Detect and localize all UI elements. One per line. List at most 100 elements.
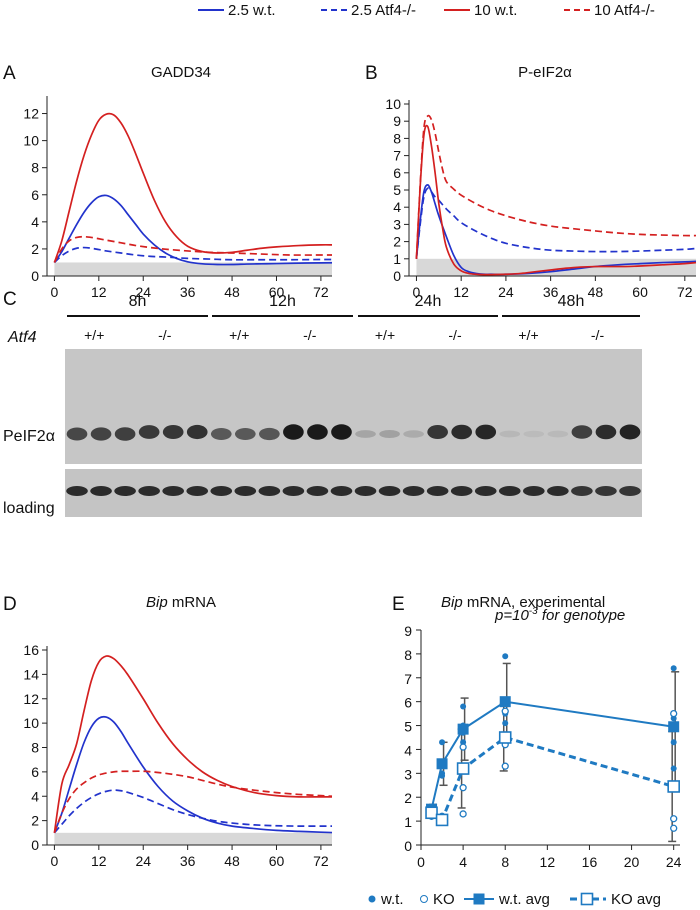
panel-letter-b: B <box>365 63 378 84</box>
ko-point <box>670 815 678 823</box>
x-tick-label: 8 <box>501 854 509 870</box>
peif2a-band <box>571 425 593 439</box>
x-tick-label: 60 <box>632 284 648 300</box>
wt-point <box>439 739 446 746</box>
x-tick-label: 12 <box>91 853 107 869</box>
peif2a-band <box>379 430 400 438</box>
y-tick-label: 4 <box>404 742 412 758</box>
chart-title: Bip mRNA <box>146 594 216 611</box>
x-tick-label: 24 <box>135 284 151 300</box>
x-tick-label: 36 <box>180 284 196 300</box>
ko-point <box>459 743 467 751</box>
ko-point <box>501 707 509 715</box>
loading-band <box>426 486 449 496</box>
x-tick-label: 60 <box>269 284 285 300</box>
x-tick-label: 36 <box>180 853 196 869</box>
x-tick-label: 0 <box>417 854 425 870</box>
genotype-label: +/+ <box>518 327 538 343</box>
series-2-5-w-t <box>53 715 333 834</box>
series-10-w-t <box>415 124 697 276</box>
loading-band <box>402 486 425 496</box>
y-tick-label: 4 <box>31 788 39 804</box>
timepoint-label-48h: 48h <box>558 293 585 310</box>
legend-ko-label: KO <box>433 891 455 908</box>
y-tick-label: 6 <box>393 165 401 181</box>
wt-point <box>670 665 677 672</box>
timepoint-label-24h: 24h <box>415 293 442 310</box>
y-tick-label: 0 <box>31 268 39 284</box>
loading-band <box>522 486 545 496</box>
genotype-label: +/+ <box>229 327 249 343</box>
x-tick-label: 48 <box>224 284 240 300</box>
series-2-5-w-t <box>53 194 333 266</box>
x-tick-label: 0 <box>413 284 421 300</box>
wt-point <box>670 739 677 746</box>
panel-c-western-blot: 8h +/+ -/- 12h +/+ -/- 24h +/+ -/- 48h +/+ -/- Atf4 P… <box>3 293 642 517</box>
genotype-label: +/+ <box>84 327 104 343</box>
ko-avg-marker <box>498 731 512 744</box>
timepoint-label-12h: 12h <box>269 293 296 310</box>
series-2-5-atf4 <box>415 187 697 259</box>
x-tick-label: 72 <box>313 853 329 869</box>
peif2a-band <box>475 424 497 440</box>
panel-letter-e: E <box>392 594 405 615</box>
x-tick-label: 16 <box>582 854 598 870</box>
peif2a-band <box>259 427 280 441</box>
peif2a-band <box>619 424 641 440</box>
timepoint-label-8h: 8h <box>129 293 147 310</box>
blot-loading-background <box>65 469 642 517</box>
y-tick-label: 0 <box>404 838 412 854</box>
ko-avg-marker <box>456 762 470 775</box>
peif2a-row-label: PeIF2α <box>3 428 55 445</box>
wt-point <box>502 653 509 660</box>
loading-band <box>450 486 473 496</box>
peif2a-band <box>427 425 448 439</box>
baseline-band <box>416 258 696 276</box>
chart-title: P-eIF2α <box>518 64 572 81</box>
series-10-atf4 <box>415 114 697 259</box>
genotype-label: -/- <box>591 327 605 343</box>
y-tick-label: 8 <box>31 740 39 756</box>
y-tick-label: 5 <box>393 182 401 198</box>
x-tick-label: 48 <box>588 284 604 300</box>
legend-wt-avg-label: w.t. avg <box>498 891 550 908</box>
loading-band <box>162 486 185 496</box>
y-tick-label: 9 <box>393 113 401 129</box>
atf4-row-label: Atf4 <box>7 329 37 346</box>
ko-avg-marker <box>667 780 680 793</box>
x-tick-label: 20 <box>624 854 640 870</box>
y-tick-label: 10 <box>23 133 39 149</box>
loading-band <box>306 486 329 496</box>
loading-band <box>282 486 305 496</box>
legend-wt-label: w.t. <box>380 891 404 908</box>
genotype-label: -/- <box>158 327 172 343</box>
wt-point <box>460 703 467 710</box>
legend-label-10-w-t: 10 w.t. <box>474 2 517 19</box>
y-tick-label: 4 <box>393 199 401 215</box>
peif2a-band <box>114 427 136 441</box>
peif2a-band <box>66 427 88 441</box>
panel-letter-d: D <box>3 594 17 615</box>
y-tick-label: 8 <box>393 130 401 146</box>
wt-avg-marker <box>436 758 448 770</box>
loading-band <box>90 486 112 496</box>
peif2a-band <box>523 430 545 438</box>
genotype-label: -/- <box>448 327 462 343</box>
panel-e-legend: w.t. KO w.t. avg KO avg <box>368 891 661 908</box>
wt-point <box>502 720 509 727</box>
series-10-atf4 <box>53 770 333 834</box>
y-tick-label: 10 <box>23 715 39 731</box>
legend-ko-marker <box>420 895 428 903</box>
y-tick-label: 12 <box>23 106 39 122</box>
wt-point <box>670 765 677 772</box>
legend-wt-avg-marker <box>473 893 485 905</box>
loading-band <box>210 486 233 496</box>
peif2a-band <box>162 425 184 439</box>
x-tick-label: 0 <box>51 284 59 300</box>
x-tick-label: 12 <box>91 284 107 300</box>
series-wt-avg-line <box>430 700 674 810</box>
x-tick-label: 72 <box>313 284 329 300</box>
